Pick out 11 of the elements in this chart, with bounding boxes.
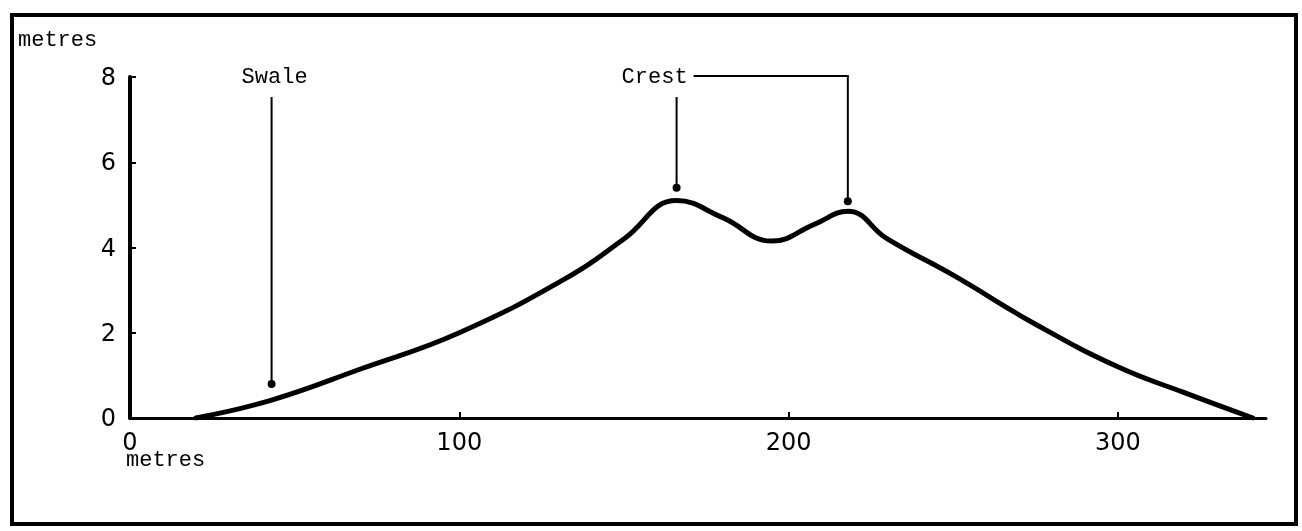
x-tick-label: 300 xyxy=(1094,428,1141,456)
y-tick-label: 4 xyxy=(100,233,116,262)
x-tick-label: 100 xyxy=(436,428,483,456)
y-tick-label: 2 xyxy=(100,318,116,347)
y-axis-title: metres xyxy=(18,28,98,53)
y-tick-label: 0 xyxy=(100,404,116,432)
y-tick-label: 6 xyxy=(100,148,116,177)
x-tick-label: 200 xyxy=(765,428,812,456)
y-tick-label: 8 xyxy=(100,63,116,91)
annotation: Swale xyxy=(241,65,308,90)
annotation: Crest xyxy=(621,65,688,90)
